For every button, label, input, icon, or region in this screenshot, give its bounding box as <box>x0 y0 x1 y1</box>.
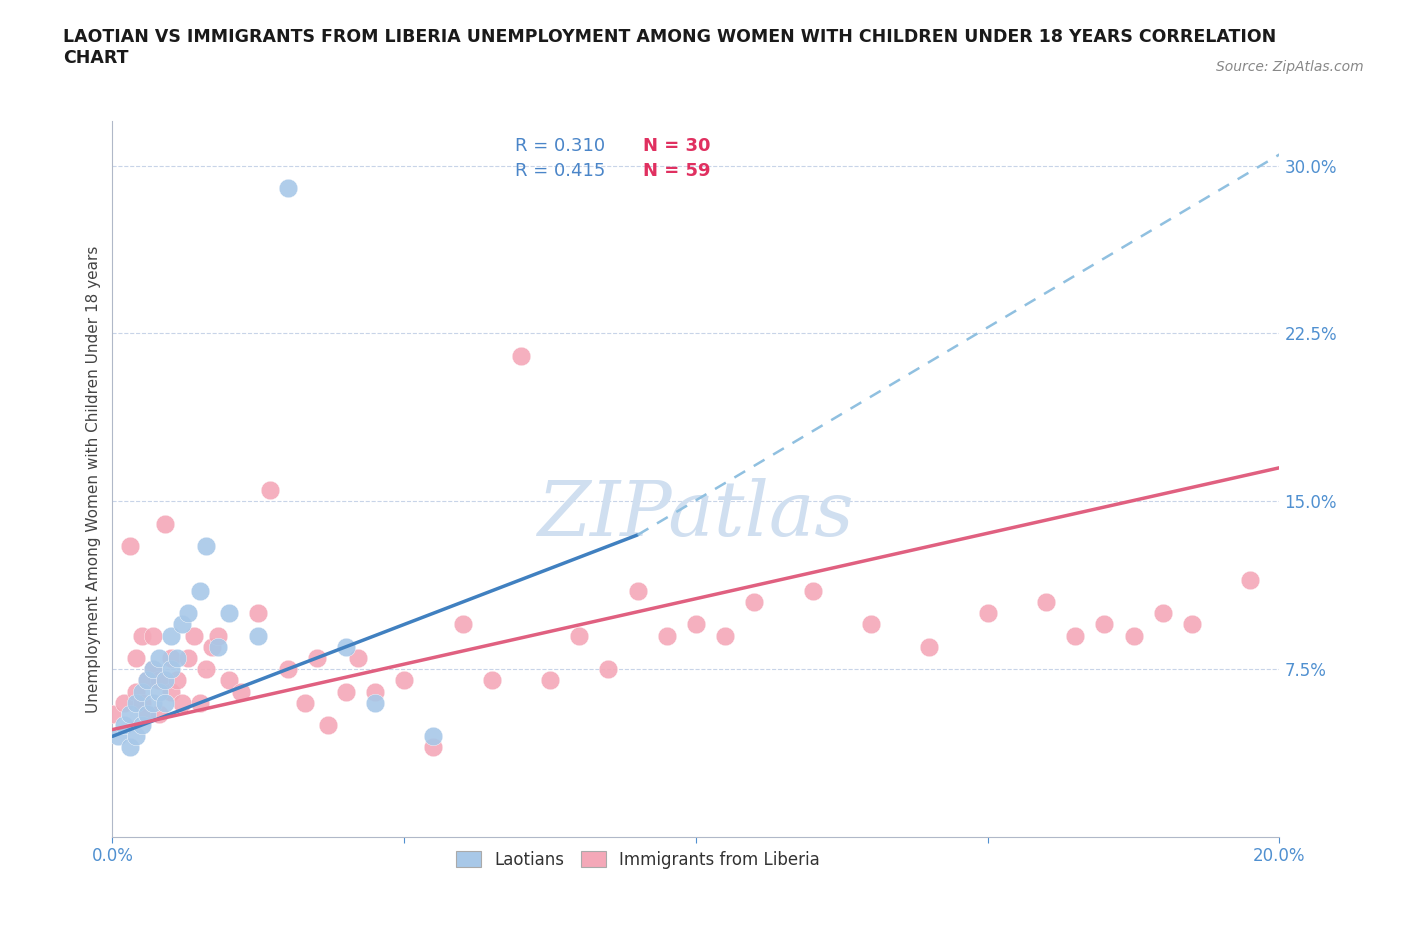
Text: Source: ZipAtlas.com: Source: ZipAtlas.com <box>1216 60 1364 74</box>
Text: R = 0.415: R = 0.415 <box>515 162 606 180</box>
Point <box>1122 628 1144 643</box>
Point <box>177 605 200 620</box>
Point <box>101 707 124 722</box>
Point <box>172 617 194 631</box>
Point <box>207 639 229 654</box>
Point <box>125 729 148 744</box>
Y-axis label: Unemployment Among Women with Children Under 18 years: Unemployment Among Women with Children U… <box>86 246 101 712</box>
Point <box>860 617 883 631</box>
Point <box>153 696 176 711</box>
Point <box>107 729 129 744</box>
Point <box>1094 617 1116 631</box>
Point <box>131 628 153 643</box>
Point <box>1035 594 1057 609</box>
Point <box>568 628 591 643</box>
Point <box>166 651 188 666</box>
Point <box>125 651 148 666</box>
Point <box>125 696 148 711</box>
Text: ZIPatlas: ZIPatlas <box>537 478 855 551</box>
Point <box>247 605 270 620</box>
Point <box>136 673 159 688</box>
Point <box>131 684 153 699</box>
Point <box>177 651 200 666</box>
Point <box>142 628 165 643</box>
Text: LAOTIAN VS IMMIGRANTS FROM LIBERIA UNEMPLOYMENT AMONG WOMEN WITH CHILDREN UNDER : LAOTIAN VS IMMIGRANTS FROM LIBERIA UNEMP… <box>63 28 1277 67</box>
Point <box>685 617 707 631</box>
Point <box>136 673 159 688</box>
Point <box>247 628 270 643</box>
Point <box>1181 617 1204 631</box>
Point <box>218 673 240 688</box>
Point <box>136 707 159 722</box>
Point <box>364 684 387 699</box>
Point <box>131 696 153 711</box>
Point <box>481 673 503 688</box>
Point <box>1152 605 1174 620</box>
Point <box>422 729 444 744</box>
Point <box>153 516 176 531</box>
Point <box>335 684 357 699</box>
Point <box>160 662 183 677</box>
Point <box>394 673 416 688</box>
Point <box>627 583 650 598</box>
Point <box>118 707 141 722</box>
Point <box>142 662 165 677</box>
Point <box>218 605 240 620</box>
Point <box>742 594 765 609</box>
Point <box>125 684 148 699</box>
Point <box>194 662 217 677</box>
Point <box>188 583 211 598</box>
Point <box>183 628 205 643</box>
Point <box>148 707 170 722</box>
Point <box>148 684 170 699</box>
Point <box>451 617 474 631</box>
Point <box>118 538 141 553</box>
Point <box>422 740 444 755</box>
Point <box>801 583 824 598</box>
Point <box>305 651 328 666</box>
Point <box>714 628 737 643</box>
Point <box>201 639 224 654</box>
Point <box>538 673 561 688</box>
Point <box>148 651 170 666</box>
Point <box>194 538 217 553</box>
Point <box>207 628 229 643</box>
Point <box>276 180 298 195</box>
Point <box>112 718 135 733</box>
Point <box>229 684 252 699</box>
Point <box>918 639 941 654</box>
Point <box>318 718 340 733</box>
Point <box>136 707 159 722</box>
Point <box>1239 572 1261 587</box>
Point <box>160 628 183 643</box>
Text: R = 0.310: R = 0.310 <box>515 137 605 155</box>
Point <box>142 662 165 677</box>
Point <box>509 349 531 364</box>
Point <box>118 740 141 755</box>
Point <box>346 651 368 666</box>
Point <box>166 673 188 688</box>
Point <box>188 696 211 711</box>
Point <box>112 696 135 711</box>
Point <box>655 628 678 643</box>
Point <box>598 662 620 677</box>
Text: N = 59: N = 59 <box>644 162 711 180</box>
Point <box>294 696 316 711</box>
Point <box>335 639 357 654</box>
Point <box>160 684 183 699</box>
Legend: Laotians, Immigrants from Liberia: Laotians, Immigrants from Liberia <box>449 844 827 875</box>
Text: N = 30: N = 30 <box>644 137 711 155</box>
Point <box>148 673 170 688</box>
Point <box>131 718 153 733</box>
Point <box>364 696 387 711</box>
Point <box>172 696 194 711</box>
Point <box>153 673 176 688</box>
Point <box>276 662 298 677</box>
Point <box>142 696 165 711</box>
Point <box>976 605 998 620</box>
Point <box>160 651 183 666</box>
Point <box>1064 628 1087 643</box>
Point <box>259 483 281 498</box>
